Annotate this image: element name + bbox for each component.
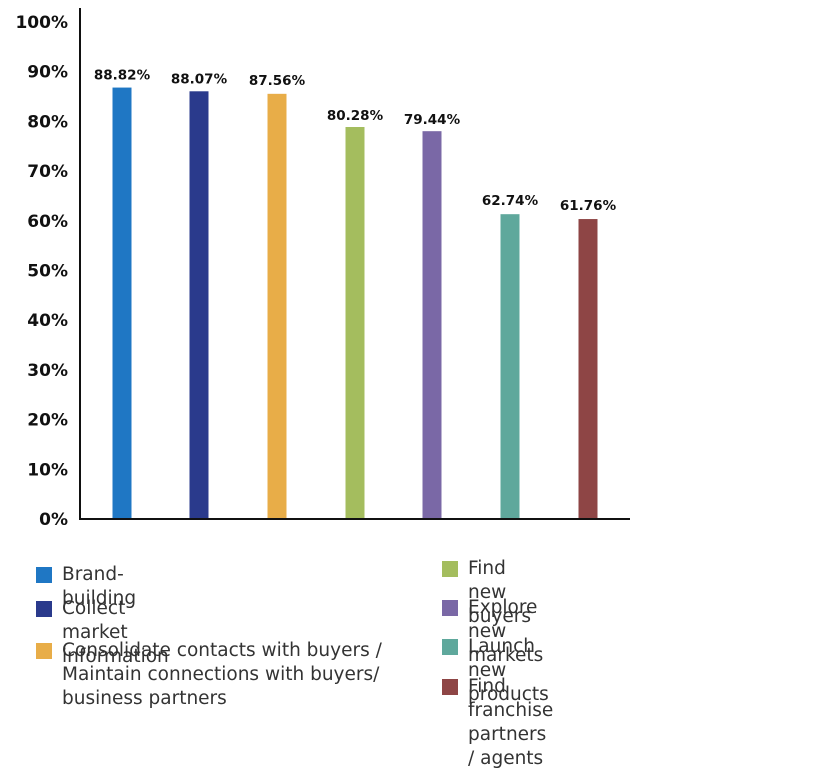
bar bbox=[422, 131, 442, 519]
legend-swatch bbox=[442, 561, 458, 577]
legend-item-consolidate-contacts: Consolidate contacts with buyers / Maint… bbox=[36, 639, 396, 711]
y-axis-ticks: 0% 10% 20% 30% 40% 50% 60% 70% 80% 90% 100% bbox=[15, 13, 68, 530]
y-tick-label: 90% bbox=[27, 63, 68, 83]
y-tick-label: 10% bbox=[27, 460, 68, 480]
data-labels: 88.82% 88.07% 87.56% 80.28% 79.44% 62.74% 61.7… bbox=[94, 68, 617, 214]
bar bbox=[112, 87, 132, 519]
y-tick-label: 100% bbox=[15, 13, 68, 33]
y-tick-label: 30% bbox=[27, 361, 68, 381]
legend-label: Launch new products bbox=[468, 636, 549, 705]
legend-label: Brand-building bbox=[62, 564, 137, 609]
data-label: 80.28% bbox=[327, 108, 384, 124]
y-tick-label: 0% bbox=[39, 510, 68, 530]
legend-swatch bbox=[442, 639, 458, 655]
y-tick-label: 80% bbox=[27, 112, 68, 132]
legend-swatch bbox=[36, 643, 52, 659]
bar bbox=[345, 127, 365, 520]
y-tick-label: 50% bbox=[27, 262, 68, 282]
data-label: 88.82% bbox=[94, 68, 151, 84]
legend-label: Collect market information bbox=[62, 598, 169, 667]
data-label: 62.74% bbox=[482, 193, 539, 209]
bar-chart: 0% 10% 20% 30% 40% 50% 60% 70% 80% 90% 100% 88.82%… bbox=[15, 8, 630, 530]
legend-label: Explore new markets bbox=[468, 597, 544, 666]
legend-swatch bbox=[36, 601, 52, 617]
legend-swatch bbox=[442, 600, 458, 616]
bar bbox=[267, 93, 287, 520]
y-tick-label: 20% bbox=[27, 411, 68, 431]
legend-label: Consolidate contacts with buyers / Maint… bbox=[62, 640, 382, 709]
legend-swatch bbox=[36, 567, 52, 583]
data-label: 79.44% bbox=[404, 112, 461, 128]
y-tick-label: 40% bbox=[27, 311, 68, 331]
legend-label: Find new buyers bbox=[468, 558, 532, 627]
y-tick-label: 70% bbox=[27, 162, 68, 182]
legend-swatch bbox=[442, 679, 458, 695]
bar bbox=[500, 214, 520, 520]
data-label: 61.76% bbox=[560, 198, 617, 214]
data-label: 88.07% bbox=[171, 71, 228, 87]
legend-label: Find franchise partners / agents bbox=[468, 676, 554, 769]
bars bbox=[112, 87, 598, 520]
y-tick-label: 60% bbox=[27, 212, 68, 232]
data-label: 87.56% bbox=[249, 73, 306, 89]
bar bbox=[578, 219, 598, 519]
bar bbox=[189, 91, 209, 519]
